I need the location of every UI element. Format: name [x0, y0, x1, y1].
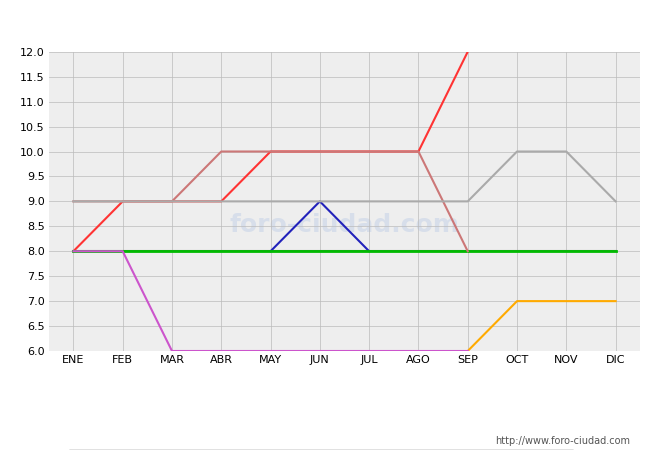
Text: http://www.foro-ciudad.com: http://www.foro-ciudad.com — [495, 436, 630, 446]
Text: Afiliados en Cabezón de Valderaduey a 30/9/2024: Afiliados en Cabezón de Valderaduey a 30… — [135, 16, 515, 32]
Text: foro-ciudad.com: foro-ciudad.com — [229, 213, 460, 237]
